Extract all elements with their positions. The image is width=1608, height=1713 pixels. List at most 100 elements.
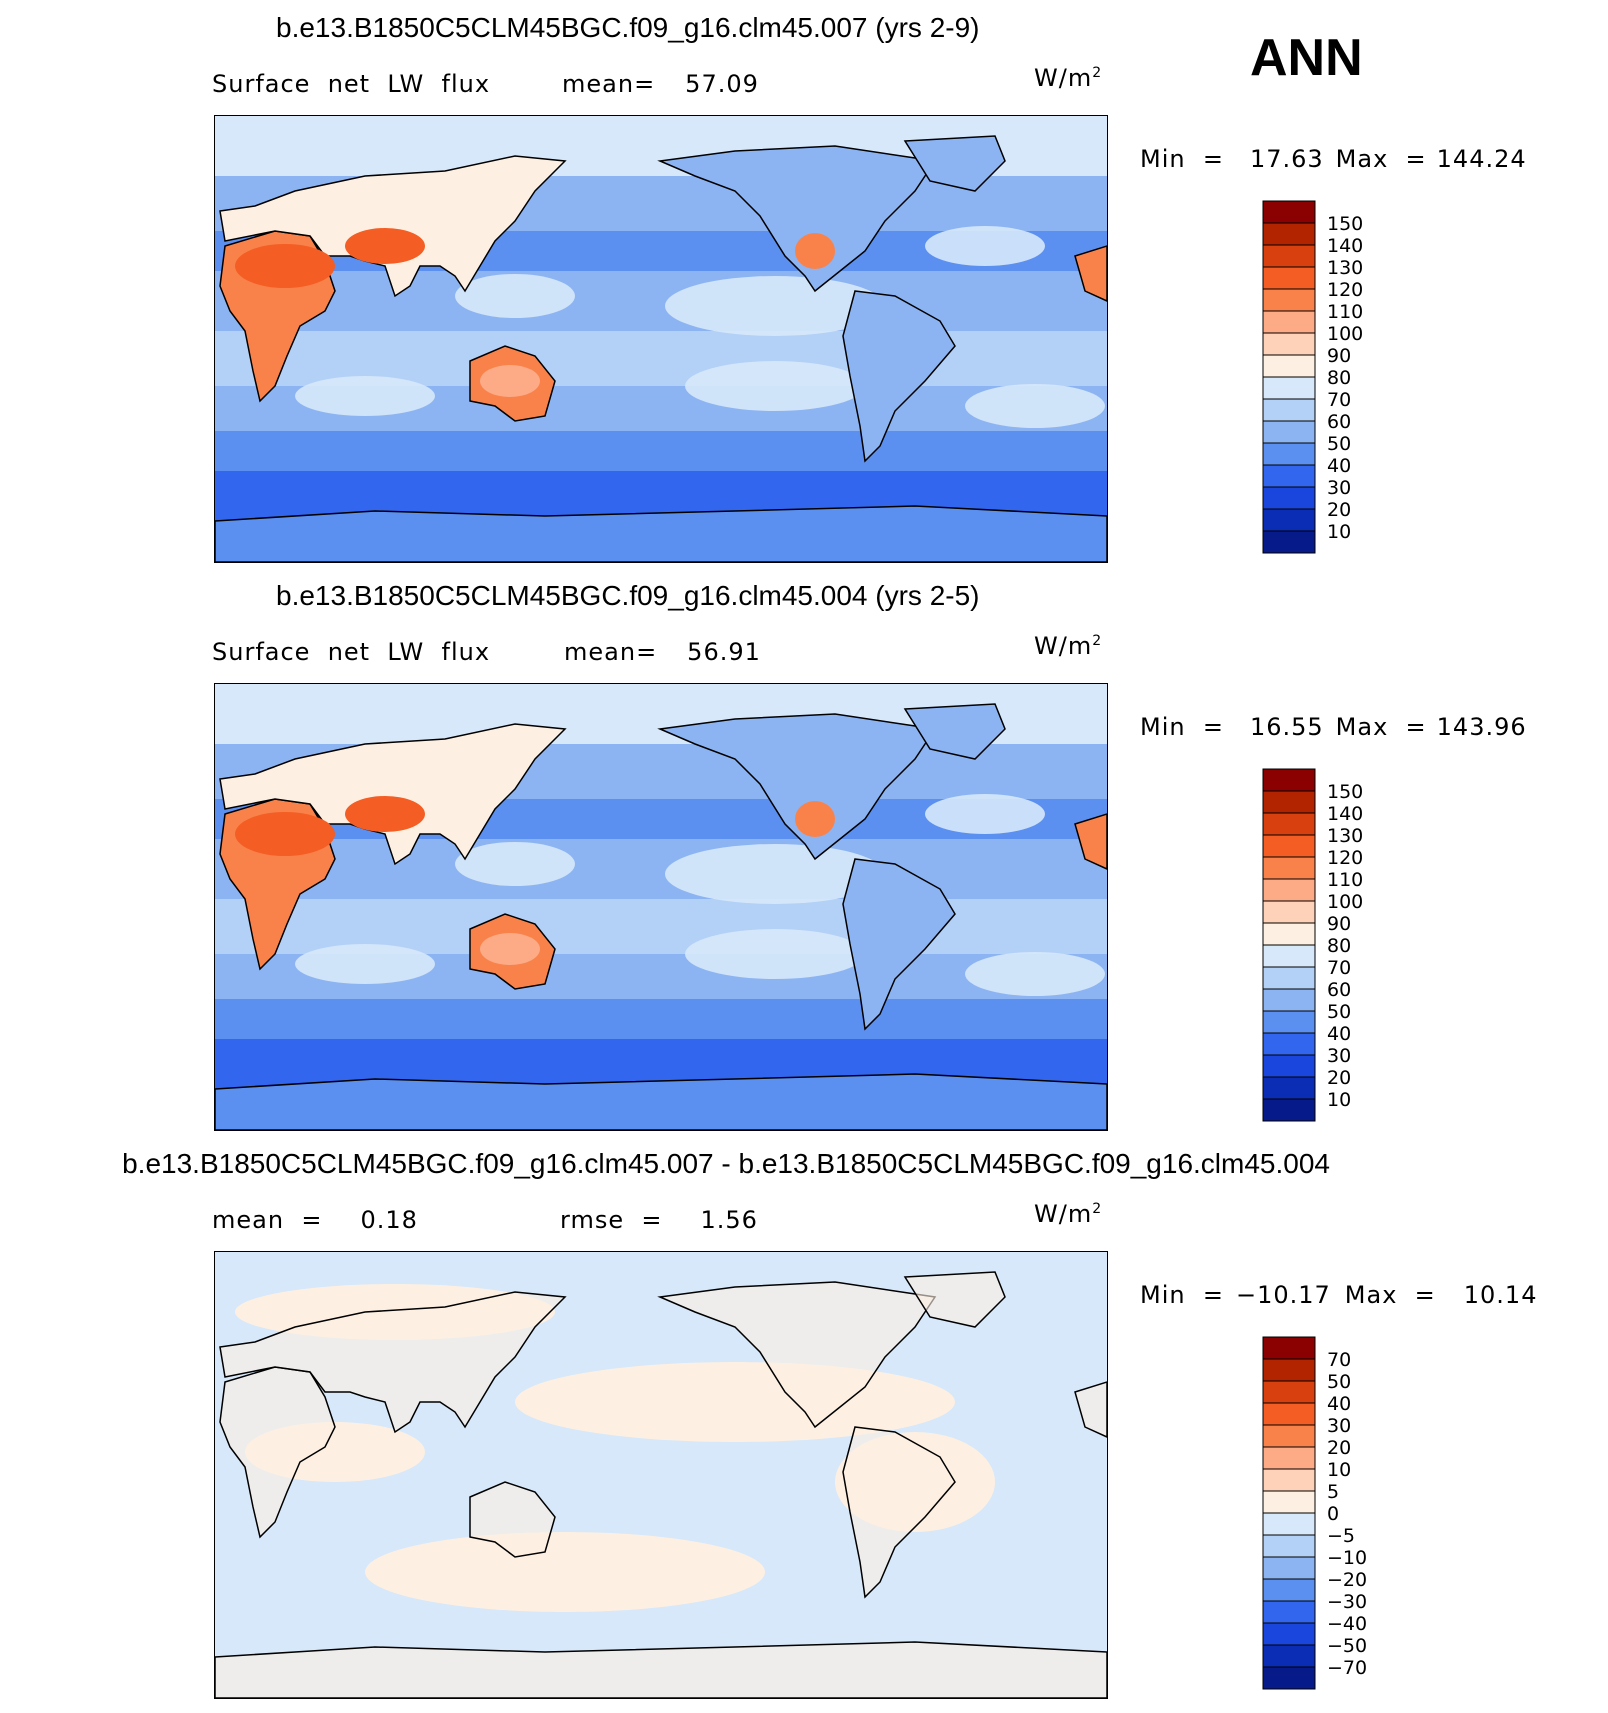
colorbar-box [1262,1644,1316,1668]
colorbar-tick-label: 150 [1327,213,1363,235]
colorbar-box [1262,1578,1316,1602]
colorbar-box [1262,1490,1316,1514]
panel-title: b.e13.B1850C5CLM45BGC.f09_g16.clm45.004 … [276,580,980,611]
colorbar-box [1262,834,1316,858]
colorbar-tick-label: −20 [1327,1569,1367,1591]
variable-label: Surface net LW flux [212,70,491,98]
mean-value: 57.09 [685,70,759,98]
colorbar-tick-label: 80 [1327,935,1351,957]
colorbar-tick-label: 100 [1327,891,1363,913]
colorbar-tick-label: 100 [1327,323,1363,345]
colorbar-box [1262,812,1316,836]
colorbar-tick-label: 30 [1327,1045,1351,1067]
colorbar-box [1262,878,1316,902]
rmse-label: rmse = 1.56 [560,1206,758,1234]
colorbar-box [1262,1358,1316,1382]
colorbar-box [1262,398,1316,422]
colorbar-box [1262,944,1316,968]
colorbar-box [1262,1622,1316,1646]
units-label: W/m2 [1034,632,1103,660]
units-label: W/m2 [1034,64,1103,92]
colorbar-tick-label: 70 [1327,1349,1351,1371]
colorbar-box [1262,442,1316,466]
colorbar-tick-label: 40 [1327,455,1351,477]
colorbar-box [1262,1032,1316,1056]
colorbar-tick-label: 0 [1327,1503,1339,1525]
colorbar-box [1262,1336,1316,1360]
colorbar-tick-label: 120 [1327,279,1363,301]
map-panel [214,115,1108,563]
colorbar-tick-label: −10 [1327,1547,1367,1569]
colorbar-tick-label: 20 [1327,499,1351,521]
colorbar-box [1262,1076,1316,1100]
colorbar-box [1262,1600,1316,1624]
colorbar-tick-label: 40 [1327,1023,1351,1045]
colorbar-box [1262,200,1316,224]
mean-label: mean = 0.18 [212,1206,418,1234]
colorbar-box [1262,486,1316,510]
min-max-label: Min = −10.17 Max = 10.14 [1140,1281,1538,1309]
panel-title: b.e13.B1850C5CLM45BGC.f09_g16.clm45.007 … [276,12,980,43]
colorbar-box [1262,376,1316,400]
map-panel [214,683,1108,1131]
mean-value: 0.18 [360,1206,418,1234]
colorbar-box [1262,222,1316,246]
colorbar-tick-label: −30 [1327,1591,1367,1613]
colorbar-tick-label: 10 [1327,521,1351,543]
units-label: W/m2 [1034,1200,1103,1228]
colorbar-tick-label: 40 [1327,1393,1351,1415]
colorbar-tick-label: −40 [1327,1613,1367,1635]
colorbar-box [1262,1380,1316,1404]
colorbar-box [1262,310,1316,334]
colorbar-tick-label: 60 [1327,411,1351,433]
min-value: 17.63 [1249,145,1324,173]
colorbar-tick-label: 80 [1327,367,1351,389]
max-value: 10.14 [1463,1281,1538,1309]
colorbar-tick-label: 50 [1327,433,1351,455]
colorbar-tick-label: 10 [1327,1459,1351,1481]
variable-label: Surface net LW flux [212,638,491,666]
colorbar-box [1262,332,1316,356]
colorbar-tick-label: 60 [1327,979,1351,1001]
colorbar-box [1262,900,1316,924]
colorbar-tick-label: 10 [1327,1089,1351,1111]
colorbar-box [1262,988,1316,1012]
colorbar-box [1262,1424,1316,1448]
colorbar-tick-label: 20 [1327,1437,1351,1459]
colorbar-tick-label: 5 [1327,1481,1339,1503]
colorbar-box [1262,1098,1316,1122]
colorbar-tick-label: 30 [1327,477,1351,499]
colorbar-box [1262,1010,1316,1034]
colorbar-box [1262,856,1316,880]
colorbar-tick-label: 130 [1327,257,1363,279]
colorbar-box [1262,1054,1316,1078]
colorbar-tick-label: 50 [1327,1001,1351,1023]
min-value: 16.55 [1249,713,1324,741]
colorbar-tick-label: 150 [1327,781,1363,803]
map-panel [214,1251,1108,1699]
min-value: −10.17 [1235,1281,1331,1309]
min-max-label: Min = 17.63 Max = 144.24 [1140,145,1527,173]
colorbar-box [1262,288,1316,312]
colorbar-tick-label: 90 [1327,345,1351,367]
colorbar-tick-label: 140 [1327,803,1363,825]
colorbar-box [1262,508,1316,532]
colorbar-box [1262,1468,1316,1492]
colorbar-box [1262,1446,1316,1470]
colorbar-tick-label: 140 [1327,235,1363,257]
colorbar-tick-label: 30 [1327,1415,1351,1437]
colorbar-tick-label: 90 [1327,913,1351,935]
mean-label: mean= 56.91 [564,638,761,666]
colorbar-box [1262,1666,1316,1690]
colorbar-tick-label: −5 [1327,1525,1355,1547]
colorbar-box [1262,420,1316,444]
colorbar-box [1262,266,1316,290]
colorbar-tick-label: 110 [1327,869,1363,891]
colorbar-box [1262,530,1316,554]
colorbar-tick-label: 70 [1327,957,1351,979]
colorbar-tick-label: −50 [1327,1635,1367,1657]
colorbar-box [1262,768,1316,792]
colorbar-tick-label: −70 [1327,1657,1367,1679]
